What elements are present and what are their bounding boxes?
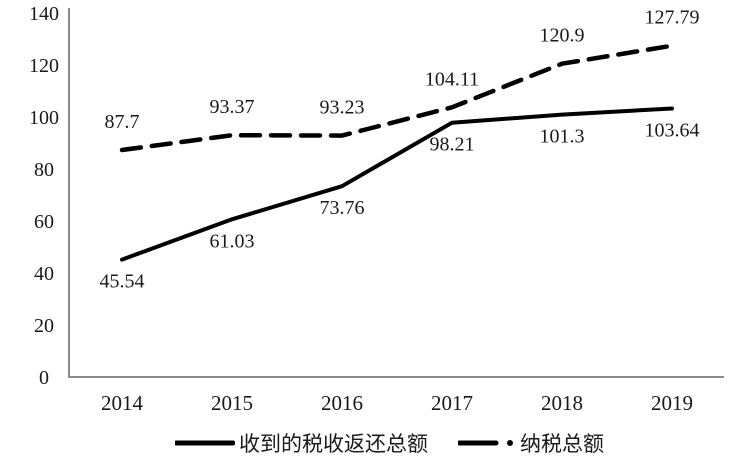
y-axis-tick-label: 40 xyxy=(34,263,54,285)
series-line-dashed xyxy=(119,43,675,153)
data-label-solid: 98.21 xyxy=(430,134,475,156)
data-label-solid: 73.76 xyxy=(320,197,365,219)
x-axis-tick-label: 2015 xyxy=(211,391,253,415)
data-label-solid: 101.3 xyxy=(540,126,585,148)
series-line-solid xyxy=(120,106,674,262)
solid-line-sample-icon xyxy=(175,440,235,446)
legend-item-dashed: 纳税总额 xyxy=(458,428,604,458)
data-label-dashed: 93.37 xyxy=(210,96,255,118)
y-axis-tick-label: 140 xyxy=(29,3,59,25)
data-label-dashed: 87.7 xyxy=(105,111,140,133)
data-label-dashed: 93.23 xyxy=(320,97,365,119)
data-label-dashed: 127.79 xyxy=(645,7,700,29)
data-label-solid: 103.64 xyxy=(645,120,700,142)
y-axis-tick-label: 20 xyxy=(34,315,54,337)
x-axis-tick-label: 2018 xyxy=(541,391,583,415)
x-axis-tick-label: 2017 xyxy=(431,391,473,415)
data-label-dashed: 120.9 xyxy=(540,25,585,47)
y-axis-tick-label: 120 xyxy=(29,55,59,77)
legend-label-solid: 收到的税收返还总额 xyxy=(239,432,428,456)
legend-item-solid: 收到的税收返还总额 xyxy=(175,428,428,458)
x-axis-tick-label: 2016 xyxy=(321,391,363,415)
y-axis-tick-label: 80 xyxy=(34,159,54,181)
x-axis-tick-label: 2014 xyxy=(101,391,144,415)
y-axis-tick-label: 0 xyxy=(39,367,49,389)
y-axis-tick-label: 100 xyxy=(29,107,59,129)
legend-label-dashed: 纳税总额 xyxy=(520,432,604,456)
data-label-solid: 45.54 xyxy=(100,271,145,293)
chart-legend: 收到的税收返还总额 纳税总额 xyxy=(175,428,604,458)
y-axis-tick-label: 60 xyxy=(34,211,54,233)
data-label-solid: 61.03 xyxy=(210,230,255,252)
data-label-dashed: 104.11 xyxy=(425,68,479,90)
x-axis-tick-label: 2019 xyxy=(651,391,693,415)
dashed-line-sample-icon xyxy=(458,440,513,446)
